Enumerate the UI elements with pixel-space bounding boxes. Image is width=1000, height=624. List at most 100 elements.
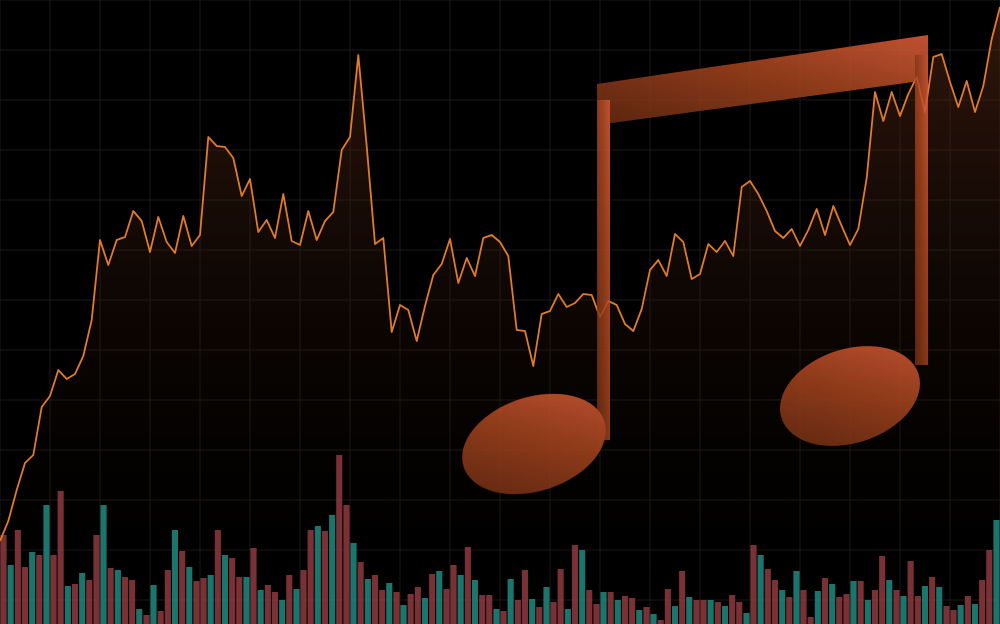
volume-bar bbox=[186, 567, 193, 624]
volume-bar bbox=[793, 571, 800, 624]
volume-bar bbox=[400, 605, 407, 624]
volume-bar bbox=[43, 505, 50, 624]
volume-bar bbox=[950, 610, 957, 624]
volume-bar bbox=[436, 571, 443, 624]
volume-bar bbox=[736, 602, 743, 624]
note-stem-right bbox=[915, 55, 928, 365]
volume-bar bbox=[271, 592, 278, 624]
volume-bar bbox=[614, 600, 621, 624]
volume-bar bbox=[600, 592, 607, 624]
volume-bar bbox=[100, 505, 107, 624]
volume-bar bbox=[886, 580, 893, 624]
volume-bar bbox=[593, 604, 600, 624]
volume-bar bbox=[293, 589, 300, 624]
volume-bar bbox=[250, 548, 257, 624]
volume-bar bbox=[279, 600, 286, 624]
price-area bbox=[0, 7, 1000, 624]
volume-bar bbox=[850, 581, 857, 624]
volume-bar bbox=[643, 607, 650, 624]
volume-bar bbox=[486, 595, 493, 624]
volume-bar bbox=[536, 607, 543, 624]
volume-bar bbox=[29, 552, 36, 624]
volume-bar bbox=[200, 578, 207, 624]
volume-bar bbox=[814, 591, 821, 624]
volume-bar bbox=[429, 574, 436, 624]
volume-bar bbox=[464, 547, 471, 624]
volume-bar bbox=[57, 491, 64, 624]
volume-bar bbox=[621, 596, 628, 624]
volume-bar bbox=[521, 570, 528, 624]
volume-bar bbox=[214, 530, 221, 624]
volume-bar bbox=[821, 578, 828, 624]
volume-bar bbox=[414, 587, 421, 624]
volume-bar bbox=[7, 565, 14, 624]
volume-bar bbox=[514, 600, 521, 624]
volume-bar bbox=[800, 590, 807, 624]
volume-bar bbox=[393, 592, 400, 624]
volume-bar bbox=[771, 580, 778, 624]
volume-bar bbox=[14, 530, 21, 624]
volume-bar bbox=[107, 568, 114, 624]
volume-bar bbox=[579, 550, 586, 624]
volume-bar bbox=[936, 587, 943, 624]
volume-bar bbox=[314, 526, 321, 624]
volume-bar bbox=[714, 602, 721, 624]
volume-bar bbox=[150, 585, 157, 624]
volume-bar bbox=[529, 599, 536, 624]
volume-bar bbox=[657, 620, 664, 624]
volume-bar bbox=[236, 577, 243, 624]
volume-bar bbox=[636, 610, 643, 624]
volume-bar bbox=[964, 596, 971, 624]
volume-bar bbox=[221, 555, 228, 624]
volume-bar bbox=[929, 577, 936, 624]
volume-bar bbox=[943, 606, 950, 624]
volume-bar bbox=[879, 556, 886, 624]
volume-bar bbox=[571, 545, 578, 624]
volume-bar bbox=[871, 590, 878, 624]
volume-bar bbox=[543, 587, 550, 624]
volume-bar bbox=[507, 579, 514, 624]
volume-bar bbox=[786, 597, 793, 624]
volume-bar bbox=[286, 575, 293, 624]
volume-bar bbox=[264, 585, 271, 624]
note-beam bbox=[597, 35, 928, 125]
volume-bar bbox=[143, 615, 150, 624]
volume-bar bbox=[229, 558, 236, 624]
volume-bar bbox=[443, 589, 450, 624]
volume-bar bbox=[21, 567, 28, 624]
volume-bar bbox=[586, 590, 593, 624]
volume-bar bbox=[986, 550, 993, 624]
volume-bar bbox=[807, 617, 814, 624]
volume-bar bbox=[707, 600, 714, 624]
volume-bar bbox=[679, 571, 686, 624]
volume-bar bbox=[629, 598, 636, 624]
volume-bar bbox=[36, 555, 43, 624]
volume-bar bbox=[129, 580, 136, 624]
price-line bbox=[0, 6, 1000, 542]
volume-bar bbox=[164, 570, 171, 624]
volume-bar bbox=[121, 577, 128, 624]
note-head-right bbox=[780, 346, 920, 446]
volume-bar bbox=[336, 455, 343, 624]
volume-bar bbox=[386, 583, 393, 624]
volume-bar bbox=[257, 590, 264, 624]
volume-bar bbox=[671, 606, 678, 624]
price-area-fill bbox=[0, 7, 1000, 624]
volume-bar bbox=[493, 609, 500, 624]
volume-bar bbox=[371, 575, 378, 624]
volume-bar bbox=[550, 602, 557, 624]
volume-bar bbox=[764, 569, 771, 624]
volume-bar bbox=[700, 600, 707, 624]
volume-bar bbox=[479, 595, 486, 624]
volume-bar bbox=[350, 543, 357, 624]
volume-bar bbox=[864, 600, 871, 624]
volume-bar bbox=[836, 597, 843, 624]
volume-bar bbox=[564, 609, 571, 624]
volume-bar bbox=[179, 551, 186, 624]
volume-bar bbox=[50, 555, 57, 624]
volume-bar bbox=[557, 569, 564, 624]
volume-bar bbox=[93, 535, 100, 624]
volume-bar bbox=[607, 592, 614, 624]
volume-bar bbox=[307, 530, 314, 624]
